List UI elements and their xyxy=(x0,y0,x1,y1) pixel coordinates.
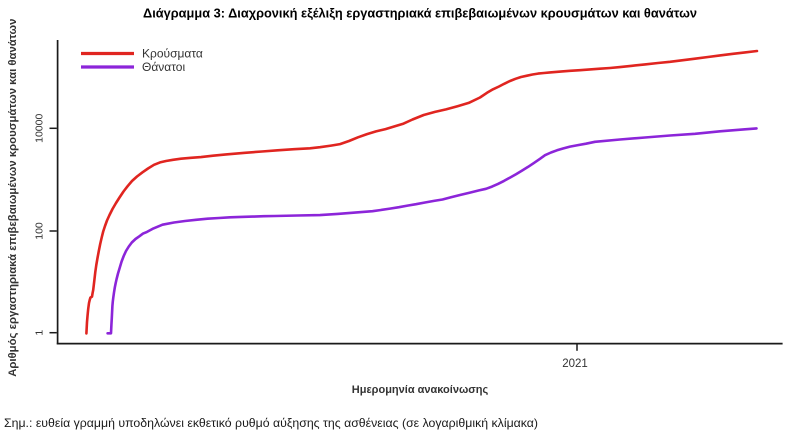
svg-text:2021: 2021 xyxy=(562,358,588,370)
svg-text:10000: 10000 xyxy=(34,114,46,143)
svg-text:Αριθμός εργαστηριακά επιβεβαιω: Αριθμός εργαστηριακά επιβεβαιωμένων κρου… xyxy=(7,19,19,377)
svg-text:100: 100 xyxy=(34,222,46,240)
svg-text:1: 1 xyxy=(34,330,46,336)
svg-text:Κρούσματα: Κρούσματα xyxy=(142,47,203,61)
svg-text:Θάνατοι: Θάνατοι xyxy=(142,60,185,74)
svg-text:Διάγραμμα 3: Διαχρονική εξέλιξ: Διάγραμμα 3: Διαχρονική εξέλιξη εργαστηρ… xyxy=(143,6,697,21)
svg-text:Ημερομηνία ανακοίνωσης: Ημερομηνία ανακοίνωσης xyxy=(352,384,489,396)
svg-text:Σημ.: ευθεία γραμμή υποδηλώνει: Σημ.: ευθεία γραμμή υποδηλώνει εκθετικό … xyxy=(4,416,538,430)
